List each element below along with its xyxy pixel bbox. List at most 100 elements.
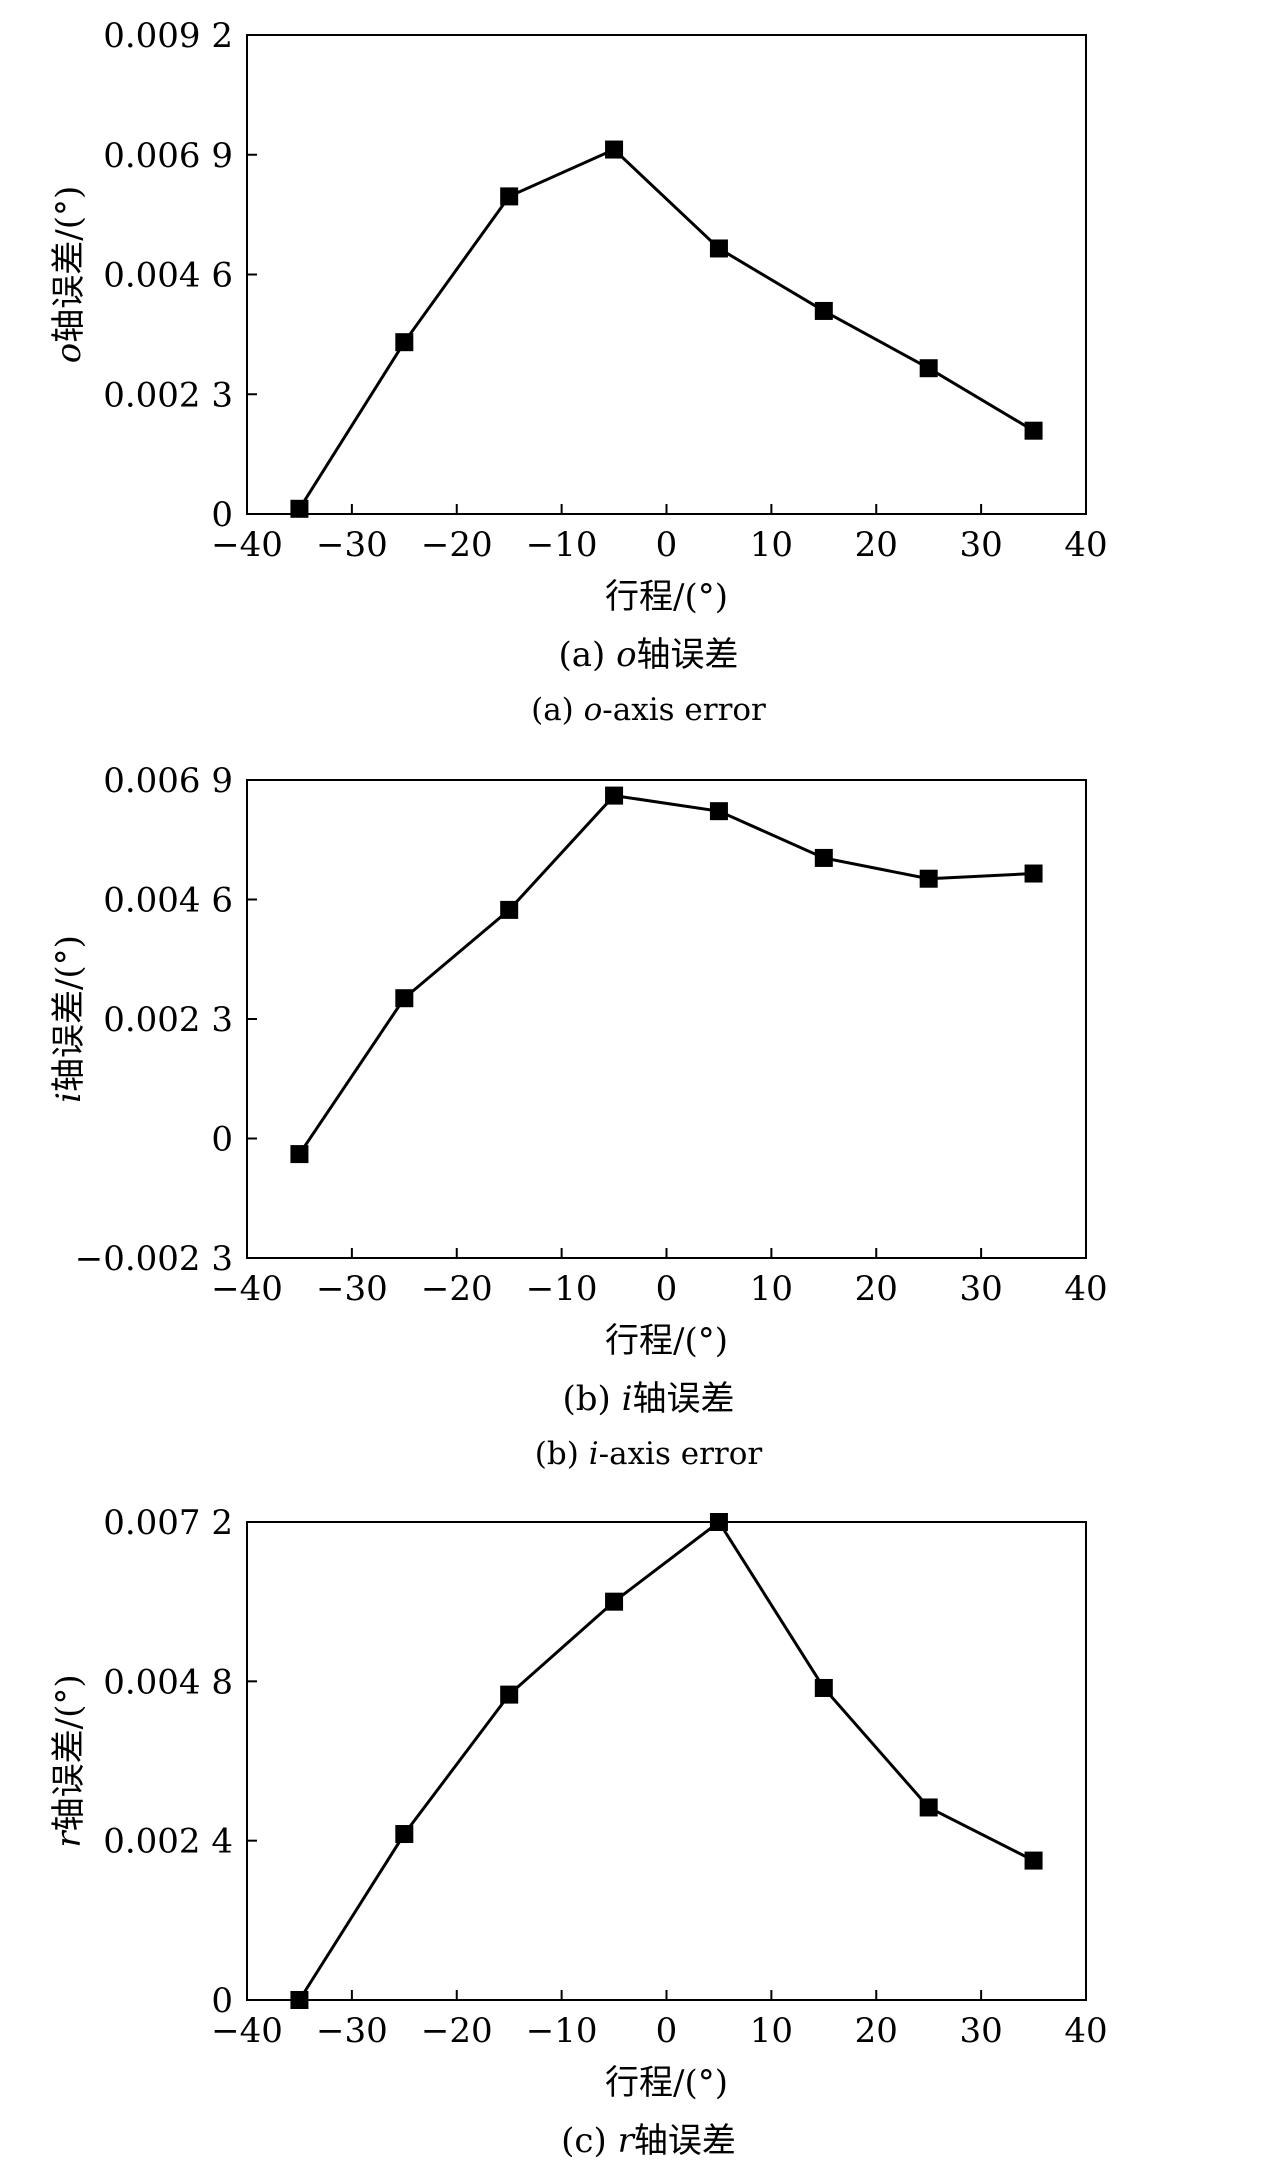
- data-point-i: [290, 1145, 309, 1164]
- x-tick-label-o: 40: [1064, 525, 1107, 565]
- caption-cn-label: (b): [563, 1379, 622, 1419]
- y-axis-text-r: 轴误差/(°): [49, 1674, 89, 1831]
- y-tick-label-r: 0.002 4: [103, 1822, 233, 1862]
- y-tick-label-o: 0.004 6: [103, 256, 233, 296]
- y-tick-label-i: 0.002 3: [103, 1000, 233, 1040]
- data-point-o: [1024, 421, 1043, 440]
- caption-cn-text: 轴误差: [632, 1379, 734, 1419]
- data-point-i: [395, 989, 414, 1008]
- series-line-i: [298, 793, 1034, 1155]
- y-tick-label-r: 0.007 2: [103, 1503, 233, 1543]
- caption-cn-r: (c) r轴误差: [561, 2121, 736, 2161]
- y-axis-title-o: o轴误差/(°): [49, 186, 89, 363]
- chart-panel-r: −40 −30 −20 −10 0 10 20 30 40 0 0.002 4 0.004 8 0.00…: [49, 1503, 1108, 2161]
- x-tick-label-i: −30: [316, 1269, 388, 1309]
- caption-en-i: (b) i-axis error: [535, 1436, 763, 1472]
- data-point-o: [919, 359, 938, 378]
- data-point-r: [814, 1678, 833, 1697]
- series-line-r: [298, 1519, 1035, 2001]
- x-tick-label-r: −30: [316, 2011, 388, 2051]
- y-tick-label-o: 0.006 9: [103, 136, 233, 176]
- caption-en-label: (b): [535, 1436, 589, 1472]
- caption-cn-symbol: r: [618, 2121, 636, 2161]
- y-tick-label-i: −0.002 3: [75, 1239, 233, 1279]
- y-tick-label-o: 0.002 3: [103, 375, 233, 415]
- y-tick-label-o: 0.009 2: [103, 16, 233, 56]
- caption-en-text: -axis error: [602, 692, 766, 728]
- data-point-o: [290, 499, 309, 518]
- x-tick-label-o: 0: [656, 525, 678, 565]
- x-tick-label-r: 10: [750, 2011, 793, 2051]
- y-tick-label-o: 0: [211, 495, 233, 535]
- x-tick-label-r: 30: [959, 2011, 1002, 2051]
- x-tick-label-r: 20: [855, 2011, 898, 2051]
- caption-en-o: (a) o-axis error: [531, 692, 766, 728]
- data-point-r: [290, 1991, 309, 2009]
- y-tick-label-i: 0.006 9: [103, 761, 233, 801]
- data-point-r: [919, 1798, 938, 1817]
- x-tick-label-r: 40: [1064, 2011, 1107, 2051]
- y-tick-label-r: 0: [211, 1981, 233, 2021]
- caption-cn-symbol: i: [622, 1379, 633, 1419]
- data-point-i: [605, 786, 624, 805]
- data-point-r: [500, 1685, 519, 1704]
- x-tick-label-i: 10: [750, 1269, 793, 1309]
- data-point-o: [395, 333, 414, 352]
- x-tick-label-i: −10: [526, 1269, 598, 1309]
- x-tick-label-i: −40: [211, 1269, 283, 1309]
- caption-cn-i: (b) i轴误差: [563, 1379, 735, 1419]
- x-tick-label-r: −20: [421, 2011, 493, 2051]
- caption-cn-text: 轴误差: [634, 2121, 736, 2161]
- x-tick-label-i: 20: [855, 1269, 898, 1309]
- y-tick-label-i: 0.004 6: [103, 881, 233, 921]
- chart-panel-o: −40 −30 −20 −10 0 10 20 30 40 0 0.002 3 0.004 6 0.00…: [49, 16, 1108, 728]
- caption-en-symbol: o: [584, 692, 603, 728]
- y-axis-symbol-r: r: [49, 1830, 89, 1848]
- y-axis-symbol-i: i: [49, 1092, 89, 1103]
- x-tick-label-i: −20: [421, 1269, 493, 1309]
- caption-cn-label: (c): [561, 2121, 617, 2161]
- caption-en-label: (a): [531, 692, 584, 728]
- y-axis-title-r: r轴误差/(°): [49, 1674, 89, 1847]
- data-point-i: [709, 802, 728, 821]
- data-point-r: [605, 1592, 624, 1611]
- x-tick-label-o: 20: [855, 525, 898, 565]
- data-point-r: [709, 1513, 728, 1531]
- data-point-r: [395, 1825, 414, 1844]
- caption-en-symbol: i: [589, 1436, 599, 1472]
- y-axis-text-o: 轴误差/(°): [49, 186, 89, 343]
- x-tick-label-o: −10: [526, 525, 598, 565]
- data-point-r: [1024, 1851, 1043, 1870]
- y-tick-label-i: 0: [211, 1120, 233, 1160]
- caption-cn-o: (a) o轴误差: [558, 635, 738, 675]
- x-axis-title-o: 行程/(°): [605, 577, 728, 617]
- x-tick-label-i: 0: [656, 1269, 678, 1309]
- x-tick-label-r: 0: [656, 2011, 678, 2051]
- x-tick-label-o: 10: [750, 525, 793, 565]
- series-line-o: [298, 147, 1035, 510]
- y-axis-symbol-o: o: [49, 343, 89, 363]
- x-tick-label-o: −20: [421, 525, 493, 565]
- x-axis-title-i: 行程/(°): [605, 1321, 728, 1361]
- data-point-i: [1024, 864, 1043, 883]
- x-tick-label-o: −30: [316, 525, 388, 565]
- x-tick-label-o: −40: [211, 525, 283, 565]
- data-point-o: [500, 187, 519, 206]
- data-point-i: [919, 869, 938, 888]
- x-tick-label-r: −10: [526, 2011, 598, 2051]
- chart-panel-i: −40 −30 −20 −10 0 10 20 30 40 −0.002 3 0 0.002 3 0.0…: [49, 761, 1108, 1472]
- x-tick-label-r: −40: [211, 2011, 283, 2051]
- caption-cn-text: 轴误差: [637, 635, 739, 675]
- plot-frame-r: [246, 1521, 1087, 2001]
- data-point-o: [605, 140, 624, 159]
- x-axis-title-r: 行程/(°): [605, 2063, 728, 2103]
- y-tick-label-r: 0.004 8: [103, 1662, 233, 1702]
- plot-frame-i: [246, 779, 1087, 1259]
- caption-cn-label: (a): [558, 635, 616, 675]
- data-point-i: [500, 900, 519, 919]
- y-axis-text-i: 轴误差/(°): [49, 935, 89, 1092]
- x-tick-label-o: 30: [959, 525, 1002, 565]
- caption-en-text: -axis error: [599, 1436, 763, 1472]
- plot-frame-o: [246, 34, 1087, 515]
